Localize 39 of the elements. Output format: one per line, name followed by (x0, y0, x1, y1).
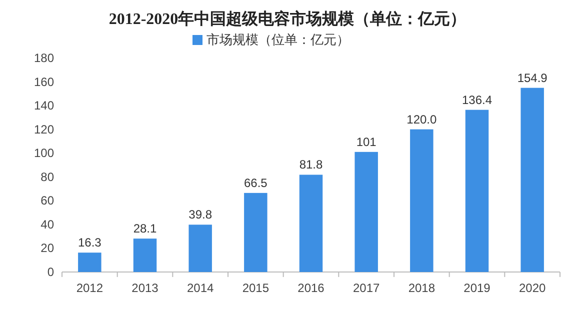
y-tick-label: 80 (40, 170, 54, 184)
data-label: 154.9 (517, 70, 548, 85)
x-tick-label: 2015 (242, 281, 270, 295)
y-tick-label: 60 (40, 194, 54, 208)
y-tick-label: 120 (34, 122, 54, 136)
data-label: 66.5 (244, 176, 268, 190)
y-tick-label: 0 (47, 265, 54, 279)
x-tick-label: 2016 (298, 281, 325, 295)
bar (465, 110, 489, 272)
data-label: 136.4 (462, 92, 492, 107)
bar (354, 152, 378, 272)
y-tick-label: 40 (40, 217, 54, 232)
legend-label: 市场规模（位单：亿元） (206, 32, 350, 47)
chart-title: 2012-2020年中国超级电容市场规模（单位：亿元） (108, 9, 466, 28)
x-tick-label: 2017 (352, 281, 380, 295)
data-label: 101 (356, 134, 377, 149)
bar (520, 88, 544, 272)
x-tick-label: 2020 (518, 281, 546, 295)
y-tick-label: 100 (34, 146, 54, 160)
data-label: 16.3 (78, 236, 102, 250)
data-label: 28.1 (133, 222, 157, 236)
bar (133, 238, 157, 272)
data-label: 39.8 (188, 208, 212, 222)
x-tick-label: 2012 (76, 281, 104, 295)
bar (410, 129, 434, 272)
x-tick-label: 2019 (464, 281, 491, 295)
data-label: 120.0 (406, 112, 438, 126)
bar (244, 192, 268, 272)
bar (78, 252, 102, 272)
y-tick-label: 180 (34, 51, 54, 65)
y-tick-label: 20 (40, 241, 54, 256)
bar (188, 224, 212, 272)
y-tick-label: 160 (34, 74, 54, 89)
x-tick-label: 2014 (186, 281, 214, 295)
bar (299, 174, 323, 272)
y-tick-label: 140 (34, 98, 54, 113)
x-tick-label: 2018 (408, 281, 436, 295)
data-label: 81.8 (299, 158, 323, 172)
x-tick-label: 2013 (132, 281, 159, 295)
